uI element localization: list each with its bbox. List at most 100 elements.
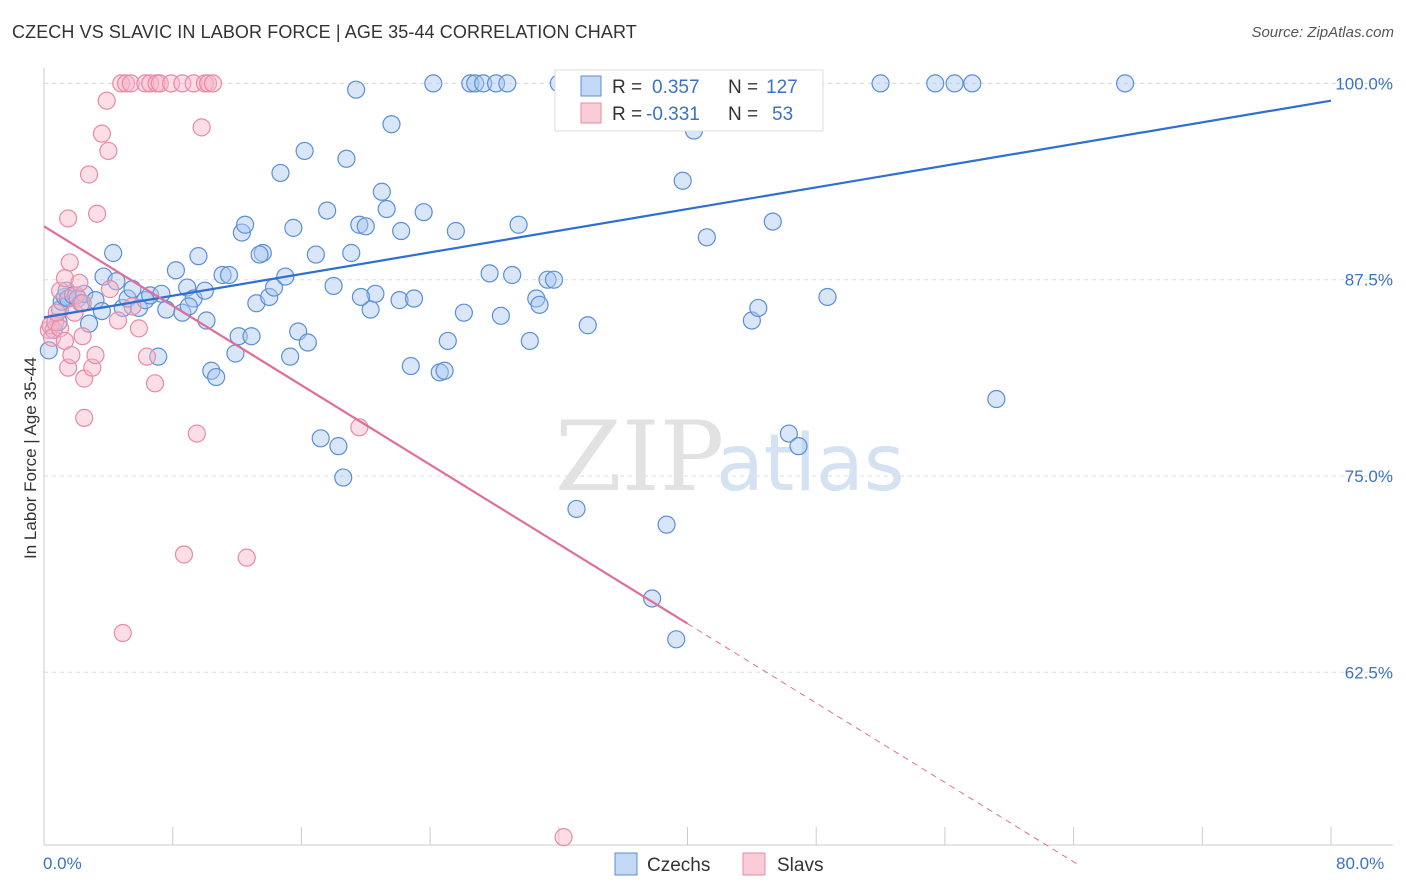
czech-point	[342, 243, 361, 263]
czech-point	[392, 221, 411, 241]
czech-point	[92, 301, 112, 321]
czech-point	[166, 261, 186, 280]
czech-point	[229, 327, 248, 346]
czech-point	[306, 245, 325, 264]
czech-point	[667, 630, 686, 649]
slav-point	[73, 327, 92, 346]
legend-r-label-czech: R =	[612, 77, 642, 98]
y-tick-label: 75.0%	[1345, 467, 1393, 486]
y-tick-label: 87.5%	[1345, 271, 1393, 290]
slav-point	[192, 118, 211, 137]
legend: R = 0.357 N = 127 R = -0.331 N = 53	[554, 69, 824, 132]
watermark-atlas: atlas	[716, 419, 905, 509]
czech-point	[372, 182, 391, 201]
czech-trend-line	[43, 99, 1332, 319]
czech-point	[963, 74, 982, 93]
slav-point	[62, 345, 81, 365]
bottom-legend-swatch-czech	[614, 852, 638, 876]
czech-point	[366, 284, 385, 303]
slav-trend-extension	[687, 623, 1078, 865]
y-tick-label: 62.5%	[1345, 663, 1393, 682]
bottom-legend-swatch-slav	[742, 852, 766, 876]
czech-point	[207, 367, 226, 387]
czech-point	[350, 215, 369, 234]
czech-point	[311, 429, 330, 448]
legend-n-label-czech: N =	[728, 77, 758, 98]
watermark: ZIP atlas	[555, 401, 905, 513]
chart-title: CZECH VS SLAVIC IN LABOR FORCE | AGE 35-…	[12, 22, 637, 42]
y-tick-labels: 62.5% 75.0% 87.5% 100.0%	[1335, 74, 1393, 682]
slav-points	[39, 74, 573, 847]
czech-point	[544, 270, 564, 289]
watermark-zip: ZIP	[555, 401, 724, 513]
czech-point	[779, 424, 798, 443]
legend-r-value-slav: -0.331	[646, 104, 700, 125]
legend-n-value-czech: 127	[766, 77, 798, 98]
slav-point	[121, 74, 140, 93]
czech-point	[284, 218, 303, 237]
slav-point	[129, 319, 149, 338]
slav-point	[97, 91, 116, 110]
czech-point	[401, 356, 420, 376]
y-tick-label: 100.0%	[1335, 74, 1393, 93]
czech-point	[242, 327, 261, 346]
gridlines	[44, 82, 1393, 673]
czech-point	[461, 74, 480, 93]
czech-point	[351, 287, 371, 307]
czech-point	[235, 215, 255, 234]
czech-point	[324, 276, 343, 296]
slav-point	[99, 141, 118, 161]
czech-point	[454, 303, 473, 322]
czech-point	[104, 243, 123, 263]
legend-swatch-slav	[580, 102, 602, 124]
czech-point	[337, 149, 356, 168]
x-tick-label-start: 0.0%	[43, 854, 82, 873]
czech-point	[567, 499, 586, 519]
slav-point	[87, 204, 107, 223]
y-axis-label: In Labor Force | Age 35-44	[21, 357, 40, 559]
czech-point	[673, 171, 692, 190]
czech-point	[404, 289, 424, 308]
slav-point	[116, 74, 136, 93]
czech-point	[157, 300, 176, 319]
czech-point	[260, 287, 279, 307]
czech-point	[435, 361, 454, 380]
czech-point	[356, 217, 375, 236]
czech-point	[295, 141, 314, 161]
czech-point	[818, 287, 837, 307]
slav-point	[59, 209, 78, 228]
legend-r-value-czech: 0.357	[652, 77, 700, 98]
czech-point	[643, 589, 662, 608]
slav-trend-line	[43, 225, 689, 625]
czech-point	[530, 295, 549, 314]
bottom-legend: Czechs Slavs	[614, 852, 823, 876]
czech-point	[189, 247, 208, 266]
slav-point	[145, 374, 165, 393]
czech-point	[578, 316, 597, 335]
czech-point	[749, 298, 768, 318]
czech-point	[697, 228, 716, 247]
slav-point	[137, 347, 157, 366]
legend-n-value-slav: 53	[772, 104, 793, 125]
slav-point	[108, 311, 128, 330]
slav-point	[237, 548, 256, 567]
slav-point	[554, 828, 573, 847]
czech-point	[945, 74, 964, 93]
czech-point	[509, 215, 528, 234]
czech-point	[382, 115, 401, 134]
czech-point	[926, 74, 945, 93]
source-credit: Source: ZipAtlas.com	[1251, 24, 1394, 41]
slav-point	[92, 124, 112, 143]
czech-point	[346, 80, 366, 99]
legend-n-label-slav: N =	[728, 104, 758, 125]
czech-point	[438, 331, 457, 351]
czech-point	[657, 515, 676, 534]
czech-point	[213, 265, 232, 285]
trend-lines	[43, 99, 1332, 865]
bottom-legend-label-slav: Slavs	[777, 855, 823, 876]
slav-point	[47, 303, 66, 322]
czech-point	[318, 201, 337, 220]
axes	[43, 68, 1393, 846]
slav-point	[187, 424, 206, 443]
czech-point	[446, 221, 465, 241]
